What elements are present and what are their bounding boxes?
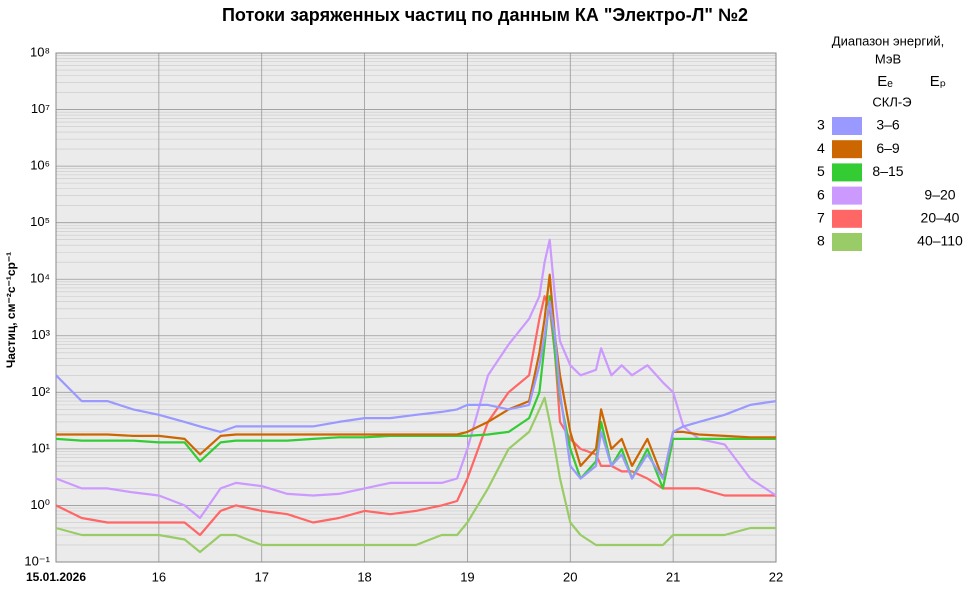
x-tick-label: 21 [666, 569, 680, 584]
y-tick-label: 10² [31, 384, 50, 399]
y-tick-label: 10⁰ [30, 497, 50, 512]
legend-swatch [832, 163, 862, 182]
legend-header: Eₚ [930, 73, 946, 90]
legend-swatch [832, 140, 862, 159]
legend-swatch [832, 233, 862, 251]
series-line [55, 238, 777, 520]
legend-label: 20–40 [921, 210, 960, 226]
legend-channel: 8 [817, 233, 825, 249]
legend-channel: 5 [817, 163, 825, 179]
y-axis-label: Частиц, см⁻²с⁻¹ср⁻¹ [4, 252, 18, 368]
legend-label: 6–9 [876, 140, 900, 156]
legend-label: 9–20 [924, 186, 955, 202]
series-line [55, 300, 777, 480]
legend-channel: 3 [817, 117, 825, 133]
x-tick-label: 16 [152, 569, 166, 584]
x-tick-label: 22 [769, 569, 783, 584]
legend-swatch [832, 209, 862, 228]
x-tick-label: 17 [254, 569, 268, 584]
y-tick-label: 10⁵ [30, 214, 50, 229]
x-tick-label: 18 [357, 569, 371, 584]
plot-border [55, 52, 777, 563]
legend-swatch [832, 186, 862, 205]
x-tick-label: 20 [563, 569, 577, 584]
series-line [55, 295, 776, 490]
legend-label: 8–15 [872, 163, 903, 179]
y-tick-label: 10¹ [31, 440, 50, 455]
y-tick-label: 10⁶ [30, 158, 50, 173]
legend-title: Диапазон энергий, [832, 33, 944, 48]
legend-channel: 6 [817, 186, 825, 202]
legend-header: Eₑ [877, 73, 893, 90]
y-tick-label: 10⁴ [30, 271, 50, 286]
legend-channel: 4 [817, 140, 825, 156]
legend-subheader: СКЛ-Э [872, 94, 911, 109]
y-tick-label: 10³ [31, 327, 50, 342]
legend-swatch [832, 117, 862, 135]
x-tick-label: 19 [460, 569, 474, 584]
plot-area [56, 53, 776, 562]
legend-channel: 7 [817, 210, 825, 226]
series-line [55, 396, 776, 554]
legend-label: 3–6 [876, 117, 900, 133]
series-line [56, 273, 776, 480]
y-tick-label: 10⁷ [31, 101, 50, 116]
chart-title: Потоки заряженных частиц по данным КА "Э… [222, 5, 748, 25]
legend-title: МэВ [875, 51, 901, 66]
y-tick-label: 10⁸ [30, 44, 50, 59]
series-line [55, 295, 776, 537]
legend-label: 40–110 [917, 233, 963, 249]
x-tick-label: 15.01.2026 [26, 570, 86, 584]
y-tick-label: 10⁻¹ [24, 553, 50, 568]
